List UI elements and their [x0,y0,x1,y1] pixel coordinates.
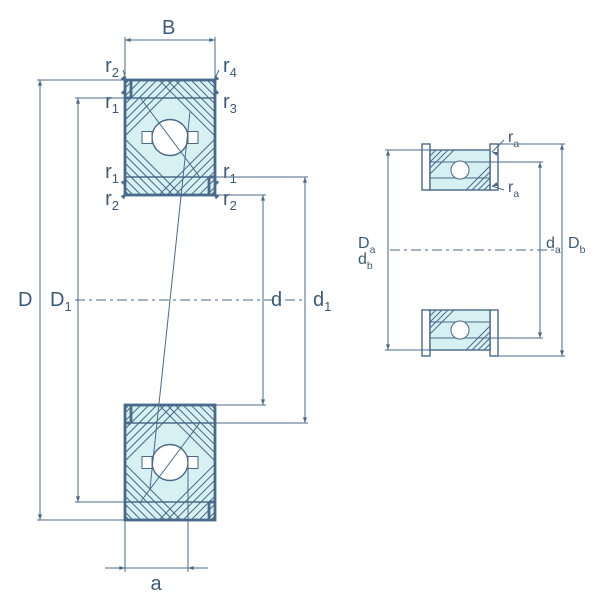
svg-text:da: da [546,235,561,256]
svg-text:r3: r3 [223,91,237,116]
svg-text:r2: r2 [105,55,119,80]
svg-text:r1: r1 [223,161,237,186]
svg-text:r1: r1 [105,161,119,186]
svg-text:D: D [18,289,32,311]
svg-text:a: a [151,573,163,595]
svg-text:D1: D1 [50,289,72,314]
svg-text:r2: r2 [223,188,237,213]
svg-text:r2: r2 [105,188,119,213]
svg-text:ra: ra [508,129,519,150]
svg-text:d1: d1 [313,289,331,314]
svg-text:Db: Db [568,235,586,256]
svg-text:r1: r1 [105,91,119,116]
svg-text:d: d [271,289,282,311]
svg-text:ra: ra [508,179,519,200]
svg-text:r4: r4 [223,55,237,80]
svg-text:B: B [162,17,175,39]
